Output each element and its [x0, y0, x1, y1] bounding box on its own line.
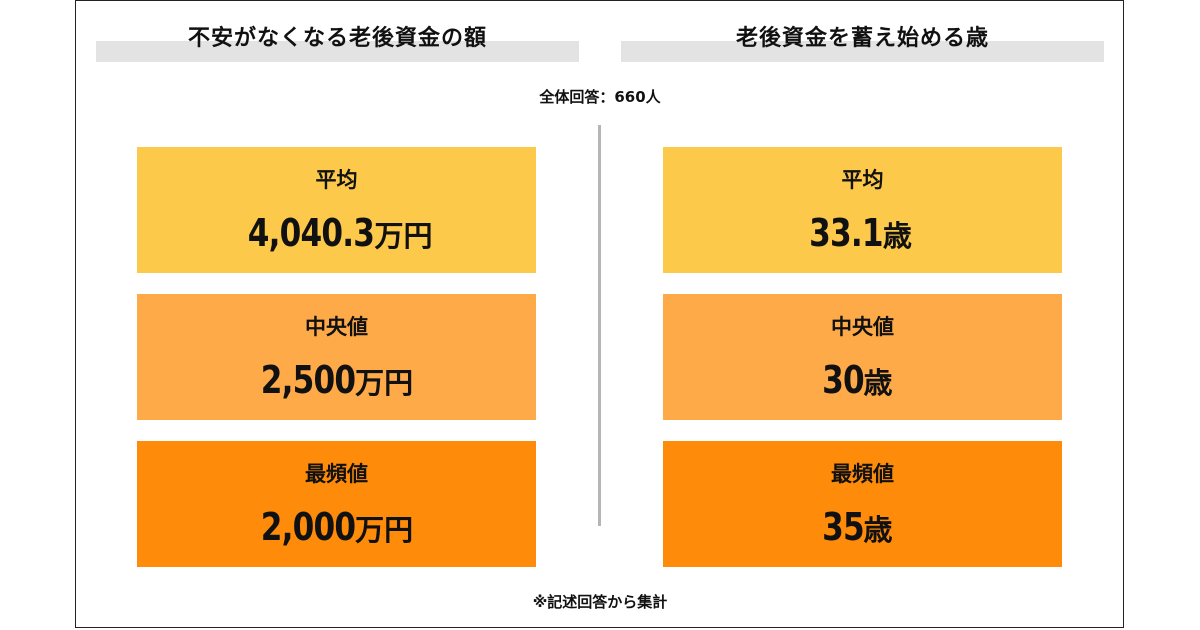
card-value: 35歳: [663, 503, 1062, 559]
right-average-card: 平均 33.1歳: [663, 147, 1062, 273]
card-unit: 歳: [863, 366, 893, 400]
card-label: 最頻値: [305, 462, 368, 486]
right-section-title: 老後資金を蓄え始める歳: [735, 26, 989, 51]
card-unit: 万円: [355, 366, 414, 400]
card-number: 35: [821, 505, 865, 549]
card-value: 2,000万円: [137, 503, 536, 559]
left-header-bar: [96, 41, 579, 62]
card-number: 33.1: [809, 211, 883, 255]
right-median-card: 中央値 30歳: [663, 294, 1062, 420]
card-unit: 万円: [374, 219, 433, 253]
card-unit: 歳: [863, 513, 893, 547]
card-value: 33.1歳: [663, 209, 1062, 265]
card-unit: 万円: [355, 513, 414, 547]
left-section-title: 不安がなくなる老後資金の額: [187, 26, 487, 51]
card-value: 2,500万円: [137, 356, 536, 412]
card-number: 30: [821, 358, 865, 402]
card-number: 2,000: [260, 505, 356, 549]
left-mode-card: 最頻値 2,000万円: [137, 441, 536, 567]
card-label: 中央値: [831, 315, 894, 339]
right-mode-card: 最頻値 35歳: [663, 441, 1062, 567]
card-label: 平均: [841, 168, 884, 192]
card-number: 2,500: [260, 358, 356, 402]
column-divider: [598, 125, 601, 526]
card-value: 4,040.3万円: [137, 209, 536, 265]
card-unit: 歳: [882, 219, 912, 253]
left-average-card: 平均 4,040.3万円: [137, 147, 536, 273]
card-label: 平均: [315, 168, 358, 192]
right-header-bar: [621, 41, 1104, 62]
card-value: 30歳: [663, 356, 1062, 412]
footnote: ※記述回答から集計: [532, 593, 668, 611]
respondent-count: 全体回答：660人: [539, 88, 661, 106]
left-median-card: 中央値 2,500万円: [137, 294, 536, 420]
card-number: 4,040.3: [248, 211, 375, 255]
card-label: 中央値: [305, 315, 368, 339]
card-label: 最頻値: [831, 462, 894, 486]
